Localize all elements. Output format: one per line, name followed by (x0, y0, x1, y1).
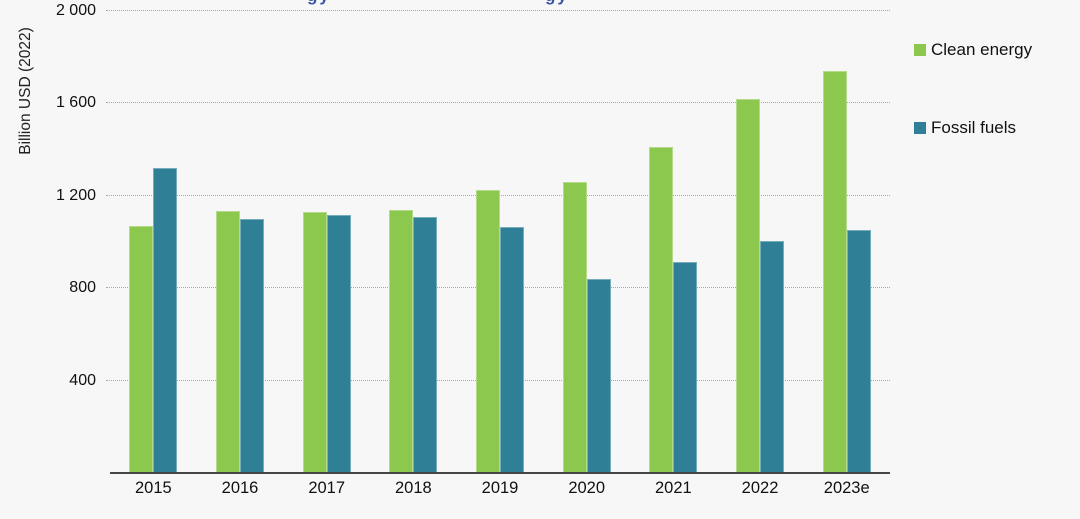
bar-fossil-fuels-2017 (326, 215, 351, 473)
x-axis-label-2021: 2021 (655, 479, 692, 497)
bar-clean-energy-2018 (389, 209, 414, 473)
bar-clean-energy-2021 (649, 147, 674, 473)
legend-item-fossil-fuels: Fossil fuels (914, 118, 1032, 138)
x-axis-label-2016: 2016 (221, 479, 259, 497)
x-axis-label-2022: 2022 (741, 479, 779, 497)
x-axis-label-2023e: 2023e (823, 479, 870, 497)
fossil-fuels-swatch-icon (914, 122, 926, 134)
x-axis-label-2020: 2020 (568, 479, 606, 497)
legend-label-fossil-fuels: Fossil fuels (931, 118, 1017, 137)
gridline-1600 (106, 102, 890, 104)
bar-group-2019 (457, 11, 544, 473)
bar-group-2015 (110, 11, 197, 473)
y-tick-label-2000: 2 000 (55, 2, 96, 19)
bar-group-2017 (283, 11, 370, 473)
bar-groups (110, 11, 890, 473)
cropped-title-fragment-left: gy (307, 0, 333, 7)
bar-clean-energy-2019 (476, 190, 501, 473)
bar-fossil-fuels-2018 (413, 216, 438, 473)
bar-group-2016 (197, 11, 284, 473)
y-tick-label-400: 400 (69, 371, 96, 389)
bar-clean-energy-2017 (302, 211, 327, 473)
bar-fossil-fuels-2021 (673, 261, 698, 473)
bar-clean-energy-2022 (736, 98, 761, 473)
bar-fossil-fuels-2019 (500, 227, 525, 473)
x-axis-labels: 2015 2016 2017 2018 2019 2020 2021 2022 2023e (110, 479, 890, 498)
cropped-title-text-right: gy (545, 0, 571, 6)
x-axis-label-2018: 2018 (394, 479, 432, 497)
bar-group-2022 (717, 11, 804, 473)
cropped-title-fragment-right: gy (545, 0, 571, 7)
x-axis-label-2015: 2015 (134, 479, 172, 497)
bar-fossil-fuels-2016 (240, 218, 264, 473)
legend-label-clean-energy: Clean energy (931, 40, 1033, 59)
bar-clean-energy-2023e (822, 71, 847, 473)
cropped-title-text-left: gy (307, 0, 333, 6)
x-axis-label-2019: 2019 (481, 479, 519, 497)
bar-fossil-fuels-2015 (153, 168, 178, 473)
legend-item-clean-energy: Clean energy (914, 40, 1032, 60)
gridline-2000 (106, 10, 890, 11)
bar-group-2018 (370, 11, 457, 473)
bar-clean-energy-2015 (129, 225, 154, 473)
bar-group-2021 (630, 11, 717, 473)
x-axis-label-2017: 2017 (308, 479, 346, 497)
legend: Clean energy Fossil fuels (914, 40, 1032, 196)
bar-clean-energy-2020 (562, 181, 587, 473)
bar-group-2023e (803, 11, 890, 473)
bar-group-2020 (543, 11, 630, 473)
plot-area (106, 10, 890, 473)
bar-fossil-fuels-2022 (760, 240, 785, 473)
bar-fossil-fuels-2020 (586, 278, 611, 473)
bar-clean-energy-2016 (216, 210, 240, 473)
y-tick-label-1600: 1 600 (55, 94, 96, 112)
clean-energy-swatch-icon (914, 44, 926, 56)
y-axis-title: Billion USD (2022) (17, 27, 34, 155)
y-tick-label-800: 800 (69, 279, 96, 297)
bar-fossil-fuels-2023e (846, 230, 871, 473)
y-tick-label-1200: 1 200 (55, 186, 96, 204)
x-axis-line (110, 472, 890, 474)
